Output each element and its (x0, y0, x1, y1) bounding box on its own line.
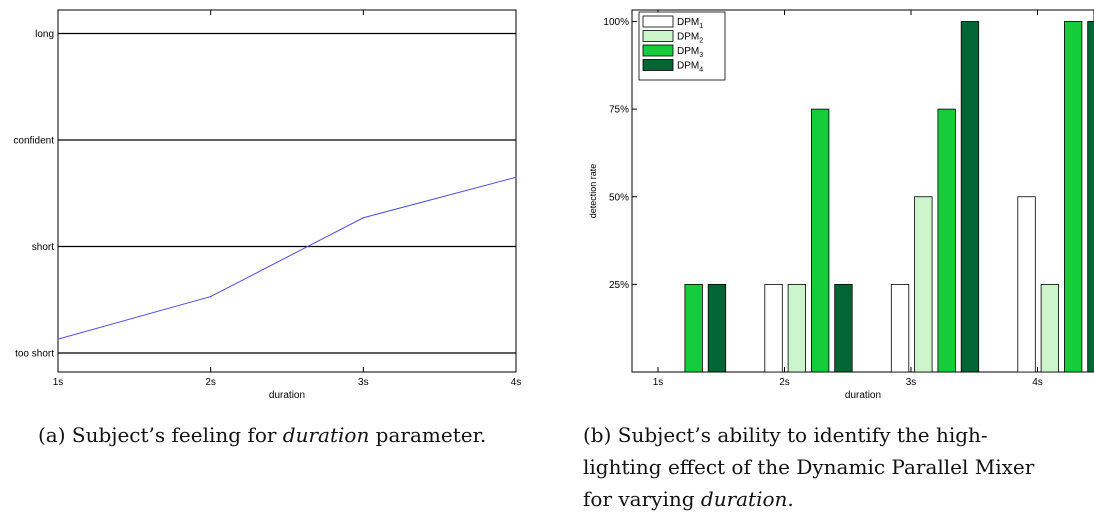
chart-b-legend-subscript: 3 (699, 52, 703, 59)
chart-b-x-tick-label: 2s (779, 377, 790, 388)
chart-a-x-axis-label: duration (269, 390, 305, 401)
chart-b-bar (1017, 196, 1036, 373)
chart-a-y-tick-label: confident (13, 136, 54, 147)
chart-a-plot-area (57, 9, 517, 373)
caption-b-line-3-suffix: . (787, 487, 794, 511)
chart-b-y-tick-label: 100% (603, 17, 629, 28)
chart-a-x-tick-label: 4s (511, 377, 522, 388)
chart-a-y-tick-label: too short (15, 349, 54, 360)
chart-b-detection-rate: 25% 50% 75% 100% 1s 2s 3s 4s duration detectio… (588, 9, 1094, 401)
chart-b-legend-swatch (642, 30, 674, 42)
chart-b-legend-swatch (642, 15, 674, 28)
chart-b-x-tick-label: 4s (1032, 377, 1043, 388)
caption-b: (b) Subject’s ability to identify the hi… (583, 419, 1094, 515)
chart-b-x-axis-label: duration (845, 390, 881, 401)
chart-a-x-tick-label: 1s (53, 377, 64, 388)
chart-b-legend-label: DPM2 (677, 32, 703, 45)
chart-b-bar (811, 108, 830, 373)
chart-b-y-tick-label: 25% (609, 280, 629, 291)
chart-b-legend-label: DPM3 (677, 46, 703, 59)
chart-b-legend-swatch (642, 59, 674, 71)
chart-b-bar (914, 196, 933, 373)
chart-a-x-tick-label: 2s (205, 377, 216, 388)
caption-b-line-3-emphasis: duration (700, 487, 788, 511)
chart-b-bars (684, 21, 1094, 373)
caption-a-prefix: (a) Subject’s feeling for (38, 423, 283, 447)
caption-b-line-3-prefix: for varying (583, 487, 701, 511)
chart-a-data-point (209, 295, 212, 298)
caption-a: (a) Subject’s feeling for duration param… (38, 419, 558, 451)
chart-b-bar (1040, 283, 1059, 373)
chart-b-legend-swatch (642, 44, 674, 57)
chart-a-y-tick-label: short (32, 242, 54, 253)
chart-b-bar (707, 283, 727, 373)
chart-b-legend-subscript: 1 (699, 23, 703, 30)
chart-a-data-point (57, 338, 59, 340)
chart-b-bar (1087, 21, 1094, 373)
caption-a-emphasis: duration (282, 423, 370, 447)
caption-b-line-1: (b) Subject’s ability to identify the hi… (583, 423, 988, 447)
chart-b-bar (684, 283, 703, 373)
chart-a-data-point (362, 216, 365, 219)
chart-a-data-point (515, 176, 517, 179)
caption-a-suffix: parameter. (369, 423, 487, 447)
chart-b-bar (834, 283, 853, 373)
chart-a-series-line (57, 176, 517, 340)
chart-b-bar (960, 21, 980, 373)
chart-b-x-tick-label: 3s (906, 377, 917, 388)
chart-b-x-tick-label: 1s (653, 377, 664, 388)
chart-b-legend-label: DPM1 (677, 17, 703, 30)
chart-b-bar (764, 283, 783, 373)
caption-b-line-2: lighting effect of the Dynamic Parallel … (583, 455, 1035, 479)
chart-a-x-tick-label: 3s (358, 377, 369, 388)
chart-a-duration-feeling: too short short confident long 1s 2s 3s 4s dur… (13, 9, 522, 401)
chart-a-y-ticks: too short short confident long (13, 29, 54, 360)
caption-b-line-3: for varying duration. (583, 483, 1094, 515)
chart-b-bar (1064, 21, 1083, 373)
chart-b-y-tick-label: 50% (609, 192, 629, 203)
chart-b-bar (787, 283, 806, 373)
chart-b-y-axis-label: detection rate (588, 164, 598, 219)
chart-a-y-tick-label: long (35, 29, 54, 40)
chart-b-legend-subscript: 4 (699, 67, 703, 74)
chart-a-series (57, 176, 517, 340)
chart-a-gridlines (58, 32, 516, 354)
chart-b-bar (890, 283, 910, 373)
chart-b-legend-subscript: 2 (699, 38, 703, 45)
chart-a-x-ticks: 1s 2s 3s 4s (53, 10, 522, 388)
chart-b-bar (937, 108, 956, 373)
chart-b-y-tick-label: 75% (609, 105, 629, 116)
chart-b-legend-label: DPM4 (677, 61, 703, 74)
